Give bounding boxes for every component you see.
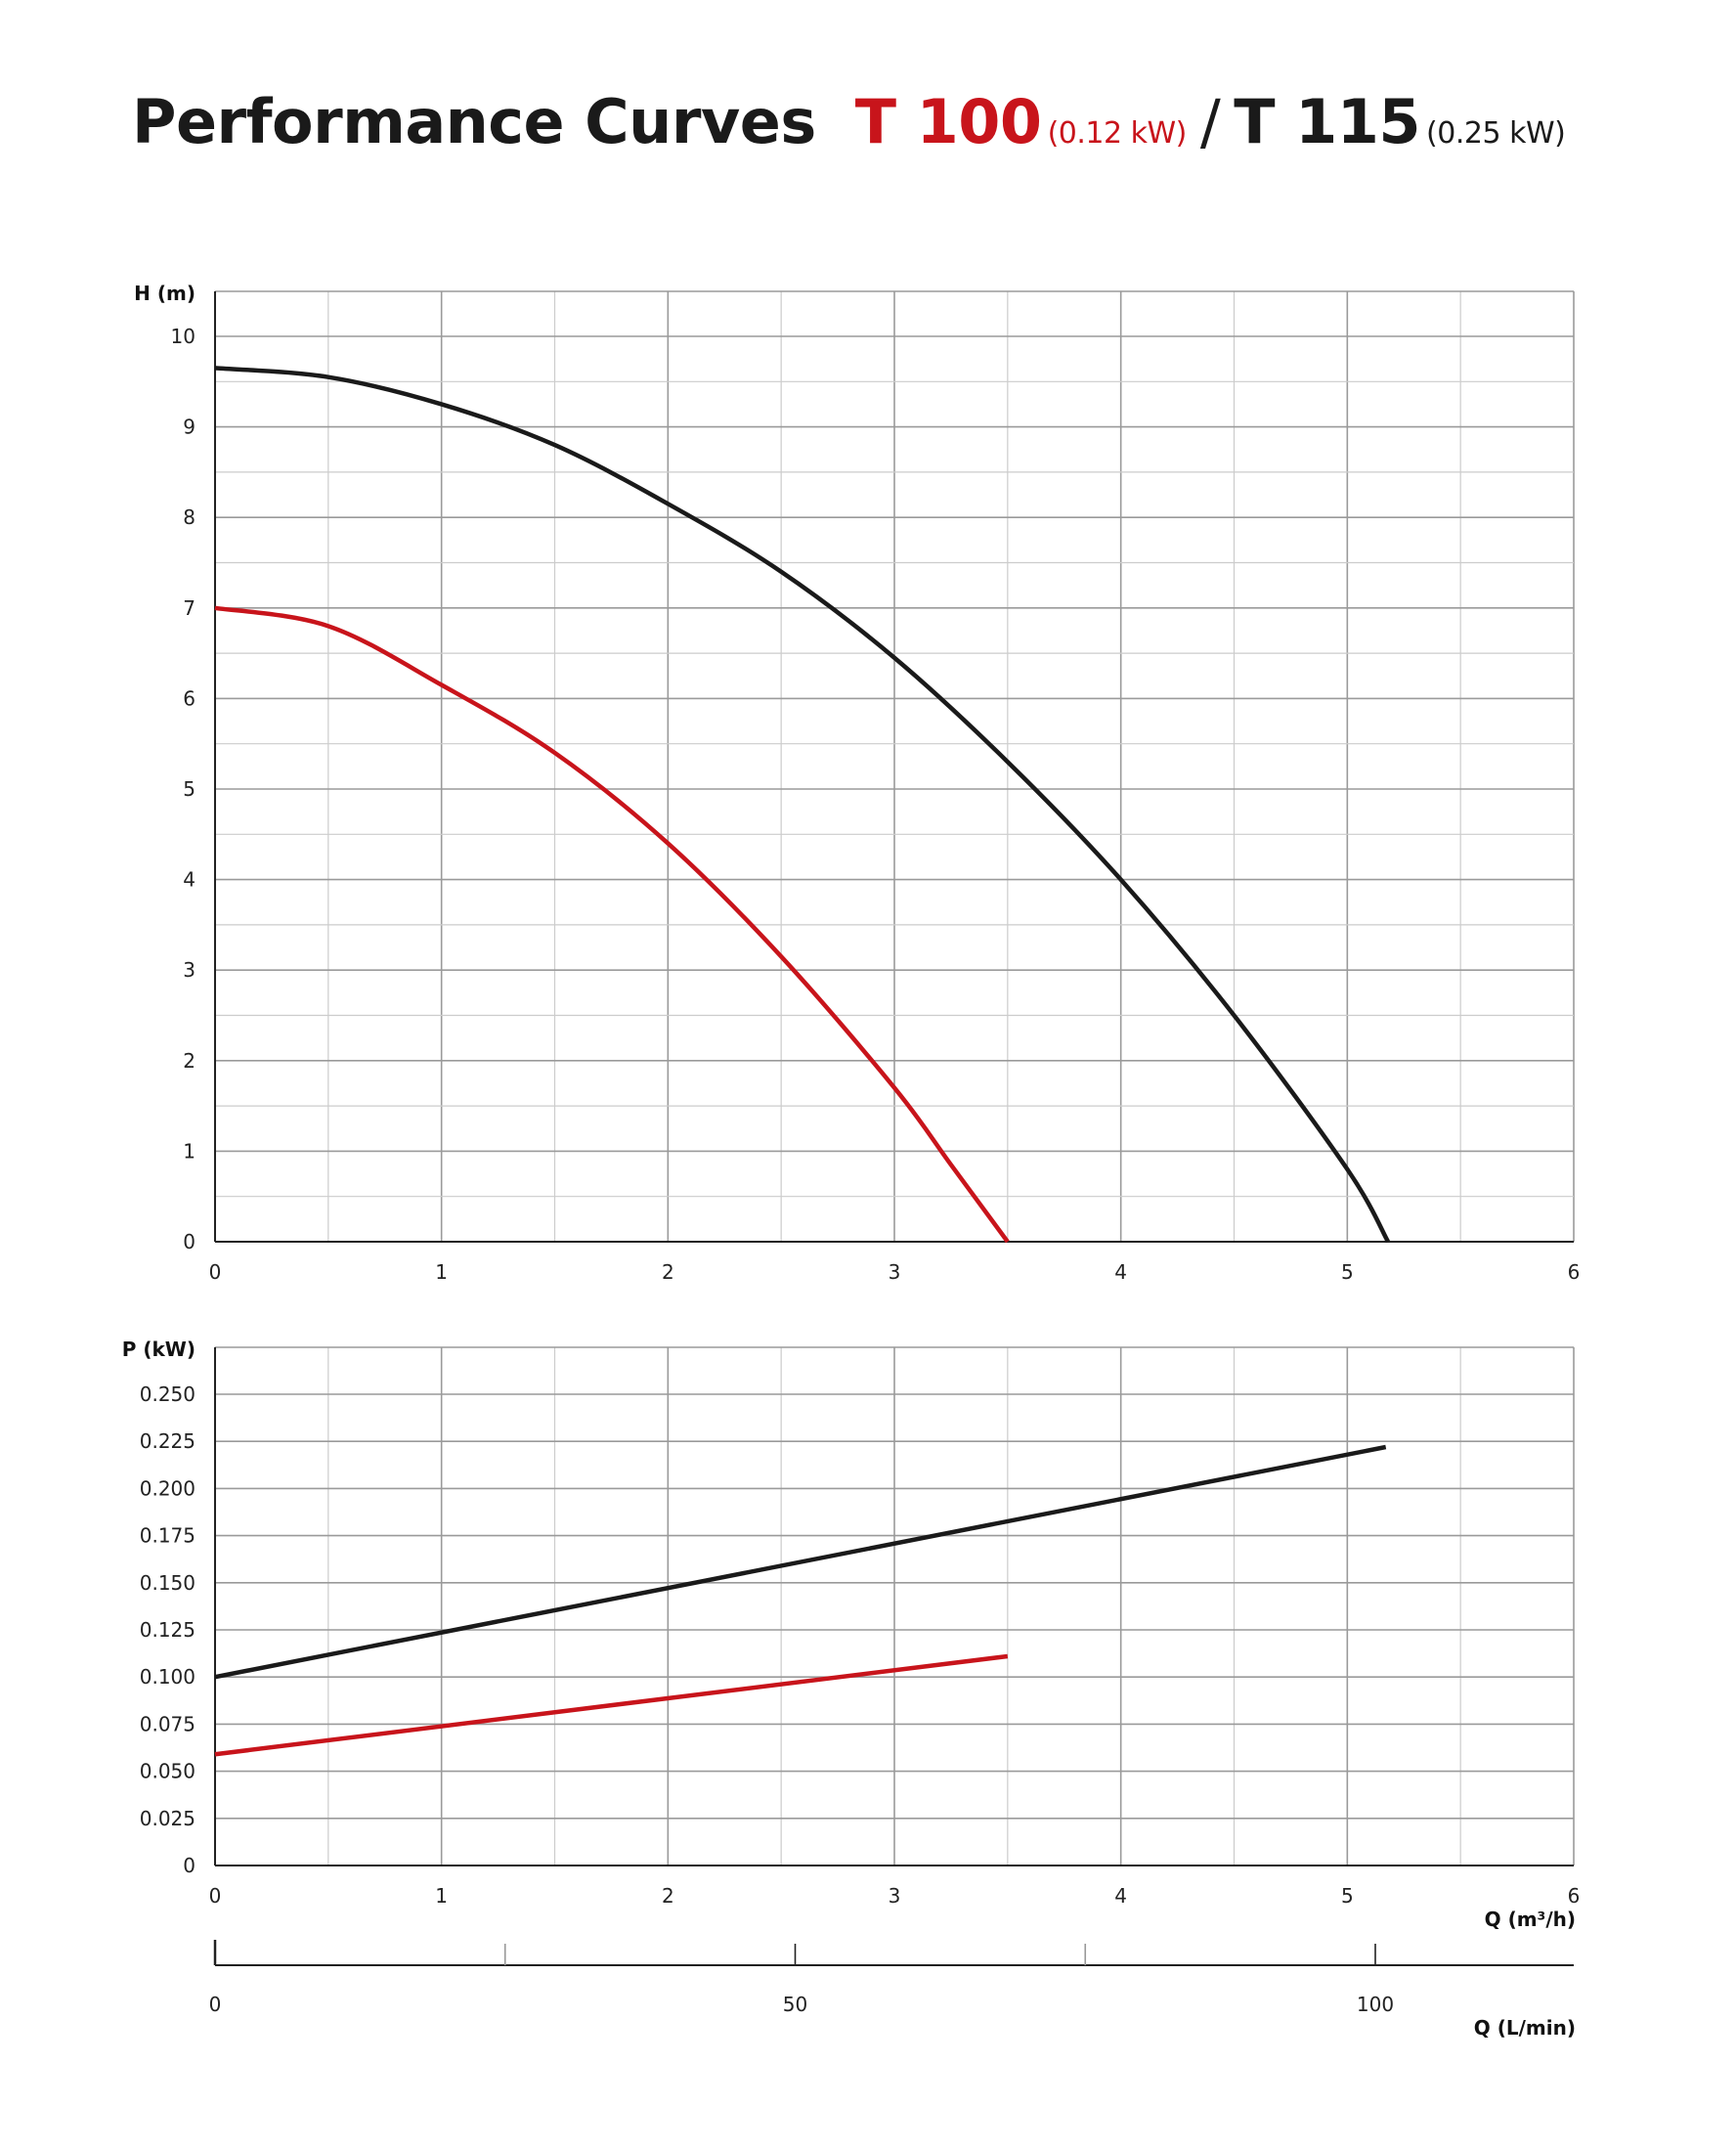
y-tick-label: 0.250 [140,1383,195,1406]
power-chart: 0 0.025 0.050 0.075 0.100 0.125 0.150 0.175 0.20… [122,1338,1581,1931]
x-tick-label: 0 [209,1884,222,1908]
y-tick-label: 3 [183,958,195,982]
y-tick-label: 0.175 [140,1524,195,1548]
y-tick-label: 0.125 [140,1618,195,1642]
power-curve-t100 [214,1653,1009,1757]
x-tick-label: 4 [1114,1260,1127,1284]
page-title: Performance Curves T 100 (0.12 kW) / T 115 (0… [132,86,1566,157]
x-tick-label: 6 [1568,1260,1581,1284]
y-axis-label: H (m) [134,282,195,305]
y-tick-label: 0.150 [140,1571,195,1595]
x-tick-label: 2 [662,1884,674,1908]
x-tick-label: 3 [889,1260,901,1284]
y-tick-label: 0.225 [140,1429,195,1453]
x-tick-label: 5 [1341,1260,1354,1284]
y-tick-label: 0.100 [140,1665,195,1689]
title-power-t100: (0.12 kW) [1047,116,1188,151]
y-tick-label: 9 [183,416,195,439]
y-tick-label: 0.200 [140,1476,195,1500]
head-curve-t100 [214,605,1010,1244]
title-model-t100: T 100 [854,86,1042,157]
y-tick-label: 1 [183,1139,195,1163]
power-curve-t115 [214,1444,1387,1680]
head-chart: 0 1 2 3 4 5 6 7 8 9 10 0 1 2 3 4 5 6 H (m) [134,282,1580,1284]
title-model-t115: T 115 [1234,86,1421,157]
flow-lmin-axis: 0 50 100 Q (L/min) [209,1940,1576,2040]
x-tick-label: 5 [1341,1884,1354,1908]
lmin-tick-label: 0 [209,1993,222,2016]
y-tick-label: 7 [183,596,195,620]
y-tick-label: 0.050 [140,1760,195,1783]
x-tick-label: 2 [662,1260,674,1284]
y-tick-label: 2 [183,1049,195,1073]
y-tick-label: 10 [171,325,195,348]
y-tick-label: 5 [183,777,195,801]
y-tick-label: 6 [183,686,195,710]
y-axis-label: P (kW) [122,1338,195,1361]
y-tick-label: 0.075 [140,1712,195,1735]
x-tick-label: 6 [1568,1884,1581,1908]
lmin-tick-label: 50 [783,1993,807,2016]
lmin-axis-label: Q (L/min) [1474,2016,1576,2040]
x-tick-label: 1 [435,1260,448,1284]
x-tick-label: 1 [435,1884,448,1908]
x-tick-label: 3 [889,1884,901,1908]
x-tick-label: 0 [209,1260,222,1284]
y-tick-label: 0 [183,1854,195,1877]
x-tick-label: 4 [1114,1884,1127,1908]
head-curve-t115 [214,366,1390,1244]
title-power-t115: (0.25 kW) [1426,116,1566,151]
y-tick-label: 8 [183,505,195,529]
y-tick-label: 0 [183,1230,195,1253]
y-tick-label: 0.025 [140,1807,195,1830]
title-separator: / [1199,86,1221,157]
y-tick-label: 4 [183,868,195,892]
lmin-tick-label: 100 [1357,1993,1394,2016]
title-main: Performance Curves [132,86,816,157]
x-axis-label: Q (m³/h) [1485,1908,1576,1931]
